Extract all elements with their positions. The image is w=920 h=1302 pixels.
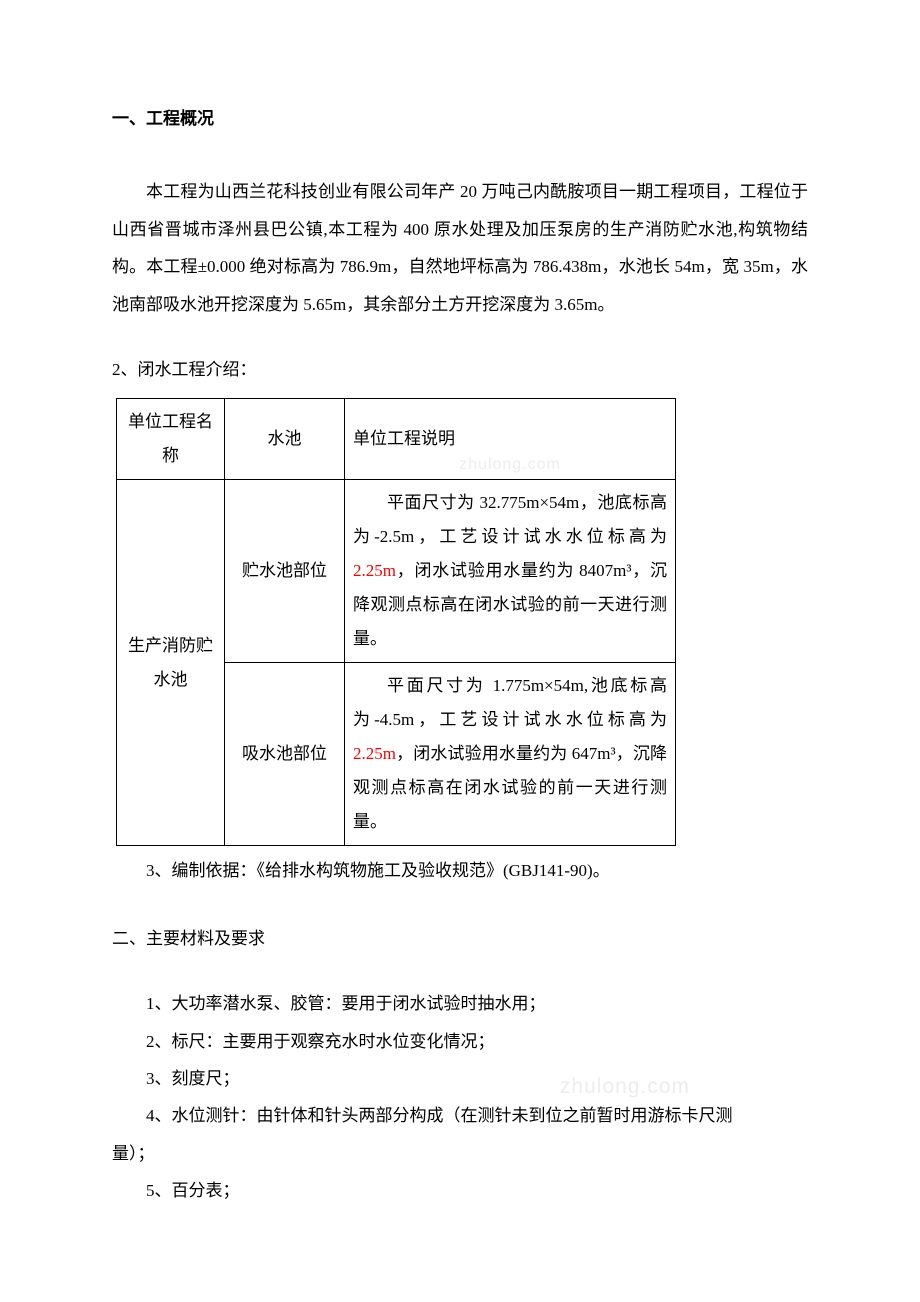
desc-2-highlight: 2.25m: [353, 744, 396, 763]
section-1-title: 一、工程概况: [112, 100, 808, 137]
list-item-4-wrap: 量）；: [112, 1135, 808, 1172]
desc-1-highlight: 2.25m: [353, 561, 396, 580]
th-desc-text: 单位工程说明: [353, 429, 455, 448]
table-header-row: 单位工程名称 水池 单位工程说明 zhulong.com: [117, 399, 676, 480]
section-1-para: 本工程为山西兰花科技创业有限公司年产 20 万吨己内酰胺项目一期工程项目，工程位…: [112, 173, 808, 323]
desc-1-pre: 平面尺寸为 32.775m×54m，池底标高为-2.5m，工艺设计试水水位标高为: [353, 493, 667, 546]
project-table: 单位工程名称 水池 单位工程说明 zhulong.com 生产消防贮水池 贮水池…: [116, 398, 676, 846]
th-pool: 水池: [225, 399, 345, 480]
list-item-1: 1、大功率潜水泵、胶管：要用于闭水试验时抽水用；: [112, 985, 808, 1022]
list-item-5: 5、百分表；: [112, 1172, 808, 1209]
th-desc: 单位工程说明 zhulong.com: [345, 399, 676, 480]
cell-desc-2: 平面尺寸为 1.775m×54m,池底标高为-4.5m，工艺设计试水水位标高为 2…: [345, 663, 676, 846]
cell-unit-name: 生产消防贮水池: [117, 480, 225, 846]
th-unit-name: 单位工程名称: [117, 399, 225, 480]
table-subhead: 2、闭水工程介绍：: [112, 351, 808, 388]
list-item-2: 2、标尺：主要用于观察充水时水位变化情况；: [112, 1023, 808, 1060]
watermark-right: zhulong.com: [560, 1064, 690, 1110]
desc-2-pre: 平面尺寸为 1.775m×54m,池底标高为-4.5m，工艺设计试水水位标高为: [353, 676, 667, 729]
cell-desc-1: 平面尺寸为 32.775m×54m，池底标高为-2.5m，工艺设计试水水位标高为…: [345, 480, 676, 663]
desc-2-post: ，闭水试验用水量约为 647m³，沉降观测点标高在闭水试验的前一天进行测量。: [353, 744, 667, 831]
table-row: 生产消防贮水池 贮水池部位 平面尺寸为 32.775m×54m，池底标高为-2.…: [117, 480, 676, 663]
cell-pool-1: 贮水池部位: [225, 480, 345, 663]
list-item-4: 4、水位测针：由针体和针头两部分构成（在测针未到位之前暂时用游标卡尺测: [112, 1097, 808, 1134]
basis-line: 3、编制依据：《给排水构筑物施工及验收规范》(GBJ141-90)。: [112, 852, 808, 889]
desc-1-post: ，闭水试验用水量约为 8407m³，沉降观测点标高在闭水试验的前一天进行测量。: [353, 561, 667, 648]
list-item-3: 3、刻度尺；: [112, 1060, 808, 1097]
section-2-title: 二、主要材料及要求: [112, 920, 808, 957]
cell-pool-2: 吸水池部位: [225, 663, 345, 846]
watermark-table: zhulong.com: [459, 449, 561, 481]
